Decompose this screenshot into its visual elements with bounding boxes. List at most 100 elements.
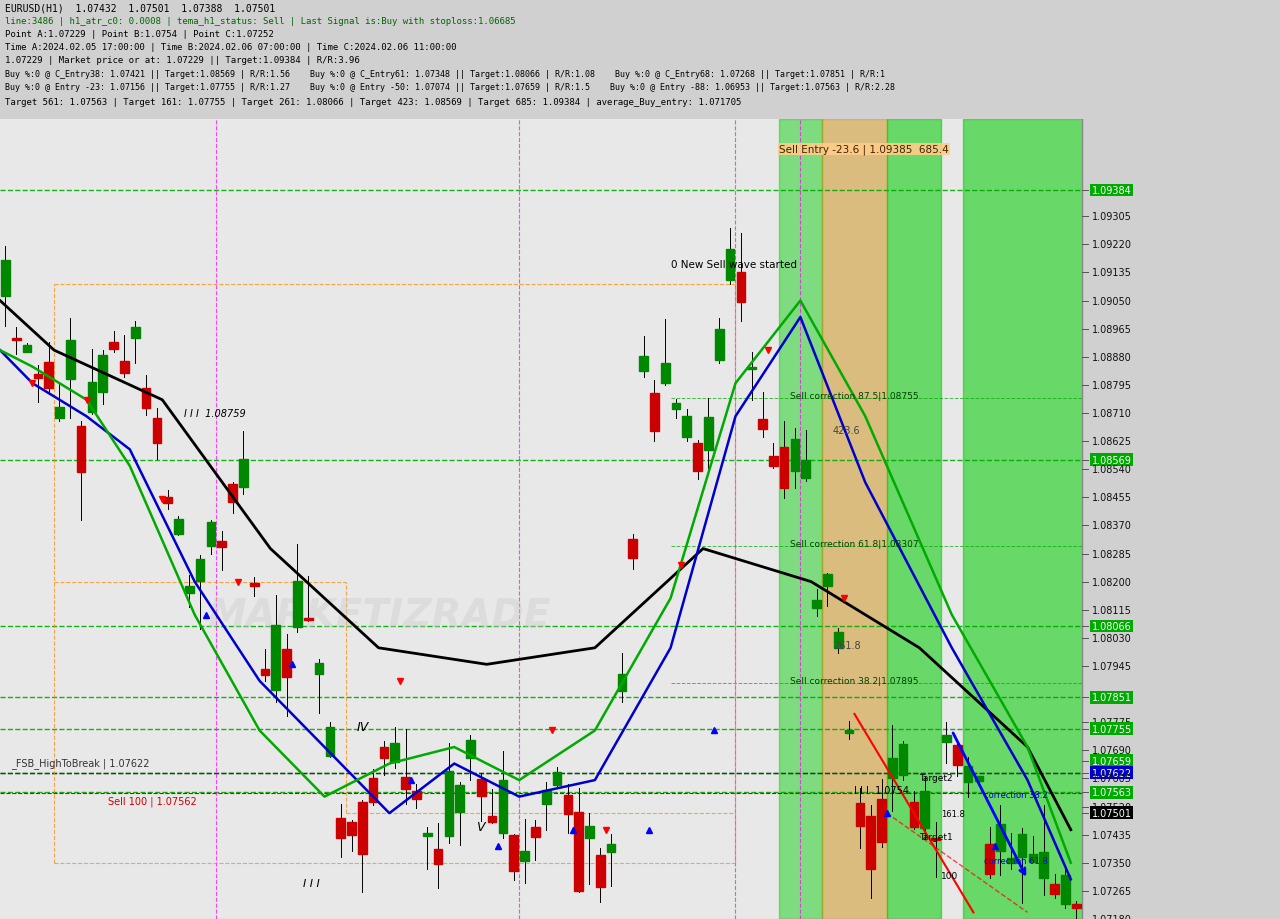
Bar xyxy=(142,389,150,408)
Text: 1.08540: 1.08540 xyxy=(1092,465,1132,475)
Text: 1.07851: 1.07851 xyxy=(1092,692,1132,702)
Text: 1.09220: 1.09220 xyxy=(1092,240,1132,250)
Text: 1.09050: 1.09050 xyxy=(1092,296,1132,306)
Text: IV: IV xyxy=(357,720,369,733)
Text: 1.07350: 1.07350 xyxy=(1092,857,1132,868)
Bar xyxy=(109,343,118,349)
Text: 161.8: 161.8 xyxy=(941,810,965,819)
Text: I I I: I I I xyxy=(303,878,320,888)
Text: 1.07775: 1.07775 xyxy=(1092,718,1132,728)
Bar xyxy=(617,675,626,691)
Bar xyxy=(563,795,572,814)
Text: 1.07501: 1.07501 xyxy=(1092,808,1132,818)
Bar xyxy=(553,772,562,785)
Bar xyxy=(899,744,908,775)
Text: 1.08455: 1.08455 xyxy=(1092,493,1132,503)
Text: 423.6: 423.6 xyxy=(833,425,860,436)
Bar xyxy=(228,484,237,503)
Bar xyxy=(887,119,941,919)
Bar xyxy=(694,443,701,472)
Bar xyxy=(422,833,431,836)
Bar xyxy=(55,407,64,419)
Bar xyxy=(99,356,108,392)
Bar xyxy=(1007,858,1015,863)
Text: Sell Entry -23.6 | 1.09385  685.4: Sell Entry -23.6 | 1.09385 685.4 xyxy=(778,144,948,155)
Bar xyxy=(337,819,346,838)
Bar xyxy=(174,520,183,535)
Bar xyxy=(963,119,1082,919)
Text: 1.07563: 1.07563 xyxy=(1092,788,1132,798)
Bar xyxy=(444,771,453,836)
Bar xyxy=(380,747,388,758)
Bar xyxy=(87,383,96,413)
Text: 1.07659: 1.07659 xyxy=(1092,755,1132,766)
Text: 1.07622: 1.07622 xyxy=(1092,768,1132,778)
Text: Sell 100 | 1.07562: Sell 100 | 1.07562 xyxy=(108,795,197,806)
Text: _FSB_HighToBreak | 1.07622: _FSB_HighToBreak | 1.07622 xyxy=(10,757,150,768)
Text: Target1: Target1 xyxy=(919,832,954,841)
Bar xyxy=(1071,904,1080,908)
Bar xyxy=(801,460,810,479)
Bar xyxy=(390,743,399,762)
Bar xyxy=(748,368,756,369)
Bar xyxy=(1029,854,1037,862)
Bar xyxy=(910,802,918,828)
Text: MARKETIZRADE: MARKETIZRADE xyxy=(207,596,550,634)
Text: correction 38.2: correction 38.2 xyxy=(984,789,1048,799)
Bar xyxy=(596,855,604,887)
Text: 0 New Sell wave started: 0 New Sell wave started xyxy=(671,260,796,270)
Text: I I I  1.0754: I I I 1.0754 xyxy=(855,786,910,796)
Text: Target 561: 1.07563 | Target 161: 1.07755 | Target 261: 1.08066 | Target 423: 1.: Target 561: 1.07563 | Target 161: 1.0775… xyxy=(5,98,742,108)
Text: 100: 100 xyxy=(941,870,959,879)
Bar xyxy=(531,827,540,837)
Bar xyxy=(758,419,767,430)
Bar xyxy=(867,816,876,869)
Bar xyxy=(152,418,161,443)
Bar xyxy=(974,776,983,781)
Bar xyxy=(704,417,713,451)
Bar xyxy=(920,791,929,828)
Text: 1.07690: 1.07690 xyxy=(1092,745,1132,755)
Text: 1.07945: 1.07945 xyxy=(1092,662,1132,671)
Bar xyxy=(585,826,594,838)
Bar xyxy=(196,559,205,582)
Bar xyxy=(261,669,269,675)
Bar xyxy=(833,632,842,648)
Bar xyxy=(358,802,366,854)
Bar xyxy=(813,600,820,608)
Bar xyxy=(520,851,529,861)
Bar xyxy=(1018,834,1027,857)
Bar xyxy=(575,812,582,891)
Text: 1.08710: 1.08710 xyxy=(1092,409,1132,418)
Bar xyxy=(45,363,52,389)
Bar xyxy=(488,816,497,823)
Text: Buy %:0 @ C_Entry38: 1.07421 || Target:1.08569 | R/R:1.56    Buy %:0 @ C_Entry61: Buy %:0 @ C_Entry38: 1.07421 || Target:1… xyxy=(5,70,886,78)
Bar xyxy=(650,393,659,431)
Bar xyxy=(952,745,961,765)
Text: 1.08880: 1.08880 xyxy=(1092,352,1132,362)
Bar xyxy=(639,357,648,372)
Bar xyxy=(778,119,822,919)
Text: 1.09305: 1.09305 xyxy=(1092,212,1132,221)
Text: Sell correction 61.8|1.08307: Sell correction 61.8|1.08307 xyxy=(790,539,918,549)
Bar xyxy=(271,625,280,690)
Text: 1.07435: 1.07435 xyxy=(1092,830,1132,840)
Bar xyxy=(67,340,74,380)
Text: 1.09384: 1.09384 xyxy=(1092,186,1132,196)
Text: Target2: Target2 xyxy=(919,773,954,782)
Bar xyxy=(12,338,20,340)
Text: 1.08965: 1.08965 xyxy=(1092,324,1132,335)
Bar xyxy=(466,740,475,758)
Text: Point A:1.07229 | Point B:1.0754 | Point C:1.07252: Point A:1.07229 | Point B:1.0754 | Point… xyxy=(5,30,274,40)
Text: 1.07229 | Market price or at: 1.07229 || Target:1.09384 | R/R:3.96: 1.07229 | Market price or at: 1.07229 ||… xyxy=(5,56,360,65)
Bar xyxy=(996,824,1005,851)
Text: 1.08030: 1.08030 xyxy=(1092,633,1132,643)
Text: 1.08795: 1.08795 xyxy=(1092,380,1132,391)
Text: 261.8: 261.8 xyxy=(833,641,860,650)
Bar xyxy=(369,778,378,802)
Bar xyxy=(660,364,669,384)
Bar xyxy=(120,361,129,374)
Bar xyxy=(672,403,681,410)
Bar xyxy=(315,664,324,675)
Text: Time A:2024.02.05 17:00:00 | Time B:2024.02.06 07:00:00 | Time C:2024.02.06 11:0: Time A:2024.02.05 17:00:00 | Time B:2024… xyxy=(5,43,457,52)
